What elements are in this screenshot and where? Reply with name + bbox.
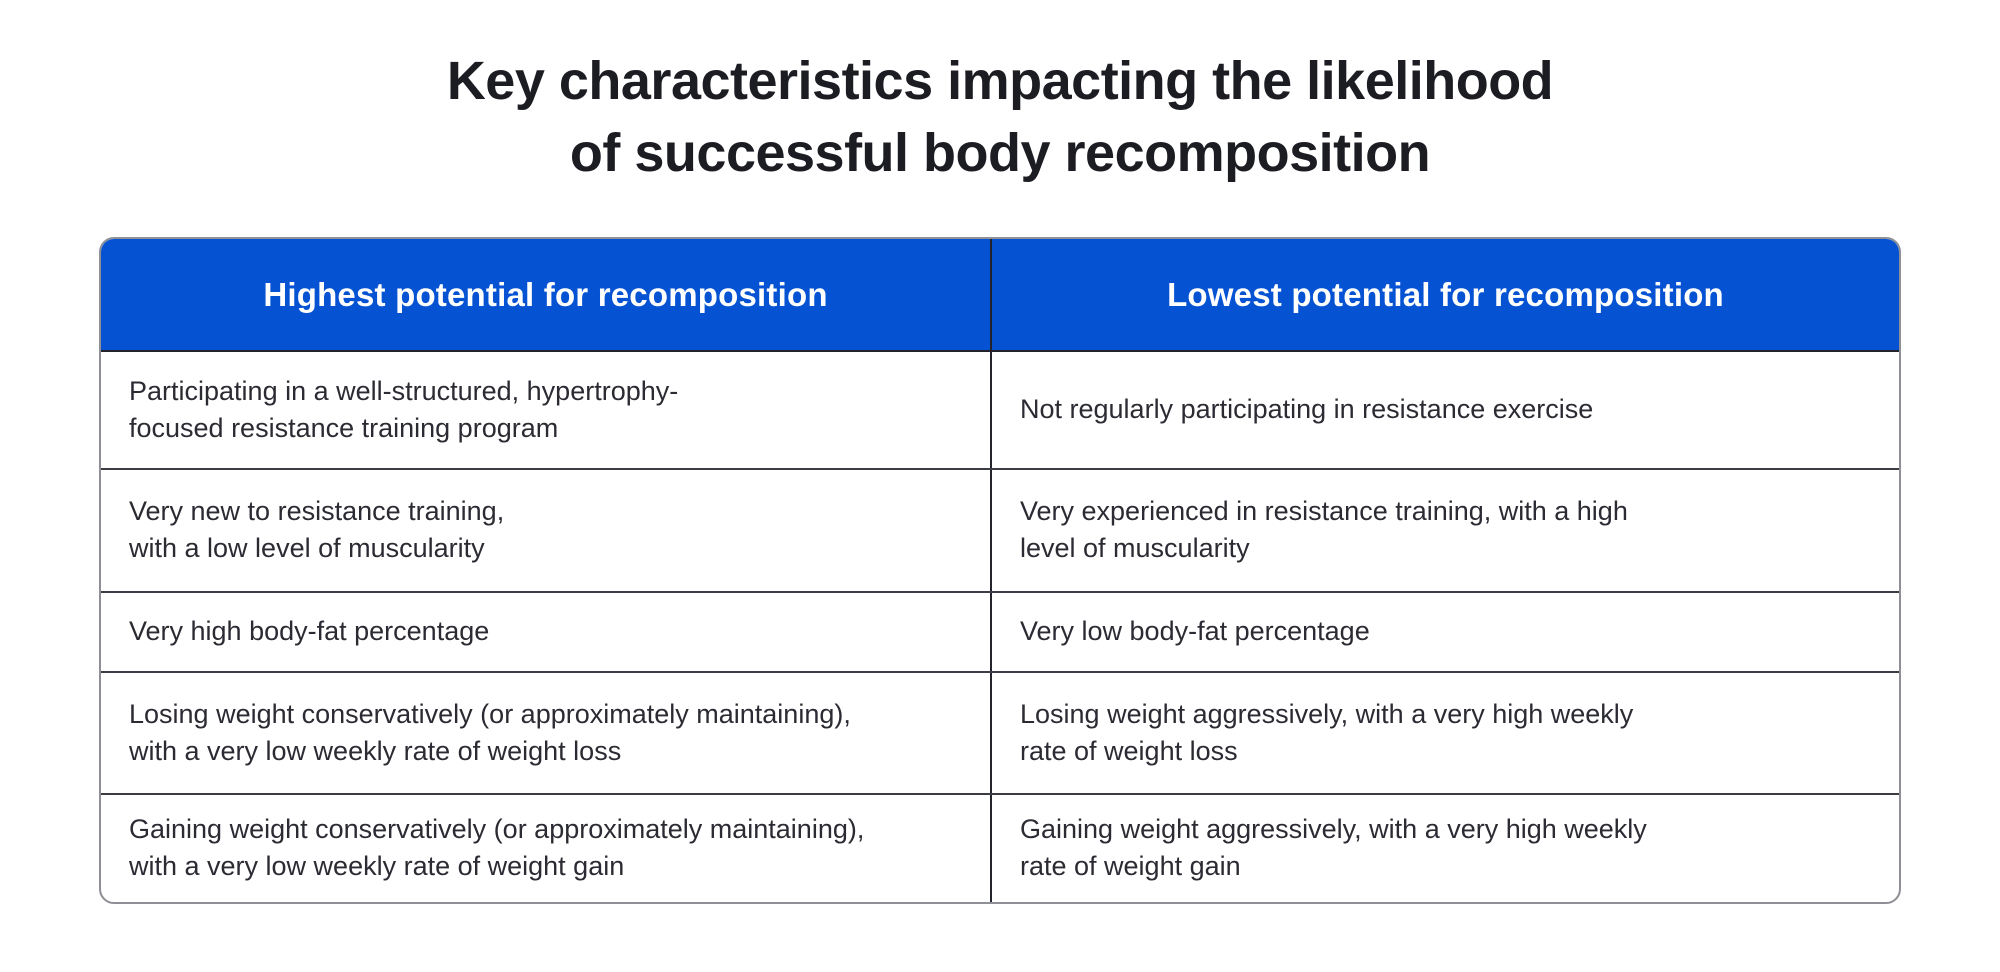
page-title: Key characteristics impacting the likeli…	[446, 51, 1554, 183]
cell-highest-row-3: Very high body-fat percentage	[129, 616, 490, 647]
cell-lowest-row-4: Losing weight aggressively, with a very …	[990, 672, 1899, 793]
comparison-table: Highest potential for recomposition Lowe…	[99, 236, 1901, 904]
cell-lowest-row-2: Very experienced in resistance training,…	[990, 469, 1899, 591]
infographic-page: Key characteristics impacting the likeli…	[0, 46, 2000, 972]
cell-lowest-row-3: Very low body-fat percentage	[990, 592, 1899, 671]
cell-highest-row-5: Gaining weight conservatively (or approx…	[129, 814, 865, 882]
table-row: Very high body-fat percentage Very low b…	[101, 590, 1899, 671]
cell-lowest-row-1: Not regularly participating in resistanc…	[990, 351, 1899, 468]
column-header-lowest-potential: Lowest potential for recomposition	[990, 238, 1899, 350]
table-row: Losing weight conservatively (or approxi…	[101, 670, 1899, 793]
table-row: Participating in a well-structured, hype…	[101, 349, 1899, 468]
table-row: Very new to resistance training, with a …	[101, 467, 1899, 591]
cell-highest-row-2: Very new to resistance training, with a …	[129, 496, 505, 564]
table-row: Gaining weight conservatively (or approx…	[101, 792, 1899, 902]
cell-highest-row-1: Participating in a well-structured, hype…	[129, 375, 679, 443]
column-header-highest-potential: Highest potential for recomposition	[101, 238, 990, 350]
cell-highest-row-4: Losing weight conservatively (or approxi…	[129, 698, 851, 766]
table-header-row: Highest potential for recomposition Lowe…	[101, 238, 1899, 350]
cell-lowest-row-5: Gaining weight aggressively, with a very…	[990, 794, 1899, 902]
